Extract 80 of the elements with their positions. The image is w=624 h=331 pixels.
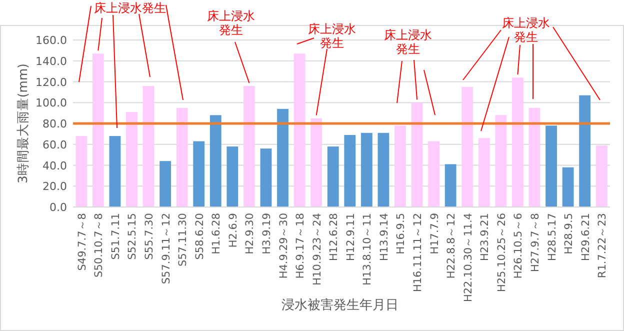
y-tick-label: 20.0 — [42, 180, 67, 194]
bar — [243, 86, 255, 207]
bar — [92, 54, 104, 207]
annotation: 床上浸水発生 — [308, 22, 356, 50]
bar — [226, 146, 238, 207]
bar — [294, 54, 306, 207]
bar — [462, 86, 474, 207]
x-tick-label: S51.7.11 — [110, 213, 122, 260]
bar — [562, 167, 574, 207]
bar — [444, 164, 456, 207]
x-tick-label: H6.9.17～18 — [294, 213, 307, 279]
x-tick-label: H22.8.8～12 — [446, 213, 458, 279]
x-tick-label: H29.6.21 — [580, 213, 592, 261]
bar — [596, 145, 608, 207]
bar — [126, 112, 138, 207]
y-axis-title: 3時間最大雨量(mm) — [15, 63, 30, 184]
x-tick-label: H1.6.28 — [210, 213, 223, 254]
x-tick-label: H16.11.11～12 — [412, 213, 424, 292]
y-tick-label: 60.0 — [42, 138, 67, 152]
x-tick-label: S52.5.15 — [126, 213, 139, 260]
bar — [546, 126, 557, 207]
bar — [109, 136, 121, 207]
x-tick-label: H2.9.30 — [244, 213, 256, 254]
x-tick-label: S49.7.7～8 — [76, 213, 88, 271]
x-axis-title: 浸水被害発生年月日 — [282, 297, 398, 313]
bar — [327, 146, 339, 207]
x-tick-label: S55.7.30 — [144, 213, 156, 260]
bar — [495, 115, 507, 207]
bar — [76, 136, 88, 207]
y-tick-label: 100.0 — [36, 96, 67, 110]
x-tick-label: S58.6.20 — [194, 213, 206, 260]
bar — [579, 95, 591, 207]
y-tick-label: 0.0 — [50, 201, 67, 214]
x-tick-label: H12.6.28 — [328, 213, 340, 261]
bar — [160, 161, 171, 207]
bar — [411, 102, 423, 207]
x-tick-label: H16.9.5 — [395, 213, 408, 254]
y-tick-label: 160.0 — [36, 34, 67, 47]
bar — [210, 115, 222, 207]
x-tick-label: H17.7.9 — [428, 213, 441, 254]
bar — [512, 78, 524, 207]
x-tick-label: H2.6.9 — [227, 213, 240, 248]
x-tick-label: R1.7.22～23 — [596, 213, 609, 278]
bar — [528, 108, 540, 207]
x-tick-label: H10.9.23～24 — [311, 212, 324, 286]
bar — [277, 108, 288, 207]
bar — [394, 126, 406, 207]
bar — [360, 132, 372, 207]
bar — [310, 118, 322, 207]
y-tick-label: 140.0 — [36, 54, 67, 68]
x-tick-label: S57.11.30 — [177, 213, 190, 266]
x-tick-label: H13.9.14 — [378, 212, 390, 261]
annotation: 床上浸水発生 — [502, 16, 550, 44]
x-tick-label: S57.9.11～12 — [160, 213, 172, 284]
bar — [193, 141, 205, 207]
x-tick-label: H27.9.7～8 — [529, 213, 542, 272]
x-tick-label: H4.9.29～30 — [278, 213, 290, 279]
bar — [378, 132, 390, 207]
bar — [176, 108, 188, 207]
x-tick-label: S50.10.7～8 — [93, 213, 106, 278]
x-tick-label: H23.9.21 — [479, 213, 492, 261]
bar — [260, 148, 272, 207]
bar — [344, 134, 356, 207]
x-tick-label: H12.9.11 — [344, 213, 357, 261]
bar — [142, 86, 154, 207]
annotation: 床上浸水発生 — [207, 9, 255, 37]
annotation: 床上浸水発生 — [94, 1, 166, 15]
x-tick-label: H25.10.25～26 — [496, 212, 508, 292]
bar — [428, 141, 440, 207]
y-tick-label: 40.0 — [42, 159, 67, 172]
x-tick-label: H13.8.10～11 — [362, 213, 374, 286]
annotation: 床上浸水発生 — [384, 28, 432, 56]
x-tick-label: H22.10.30～11.4 — [462, 212, 474, 302]
y-tick-label: 80.0 — [42, 118, 67, 130]
x-tick-label: H28.5.17 — [546, 213, 558, 261]
x-tick-label: H3.9.19 — [260, 213, 273, 254]
bar — [478, 138, 490, 207]
x-tick-label: H28.9.5 — [563, 213, 576, 254]
x-tick-label: H26.10.5～6 — [512, 212, 525, 279]
y-tick-label: 120.0 — [36, 76, 67, 89]
